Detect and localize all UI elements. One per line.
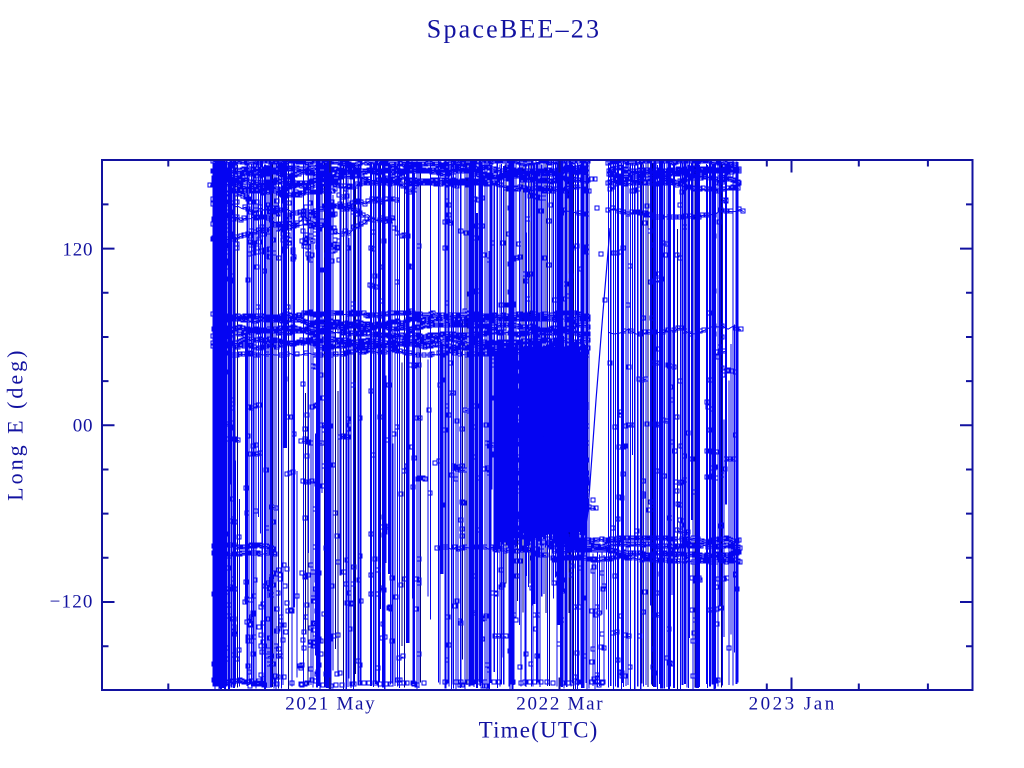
svg-text:120: 120 <box>62 240 93 261</box>
svg-text:Time(UTC): Time(UTC) <box>479 718 599 743</box>
svg-text:Long E (deg): Long E (deg) <box>3 348 28 501</box>
svg-text:2023 Jan: 2023 Jan <box>749 694 837 715</box>
svg-text:SpaceBEE–23: SpaceBEE–23 <box>427 15 601 44</box>
svg-text:−120: −120 <box>50 592 94 613</box>
svg-text:00: 00 <box>73 415 94 436</box>
svg-text:2022 Mar: 2022 Mar <box>516 694 604 715</box>
svg-text:2021 May: 2021 May <box>285 694 376 715</box>
